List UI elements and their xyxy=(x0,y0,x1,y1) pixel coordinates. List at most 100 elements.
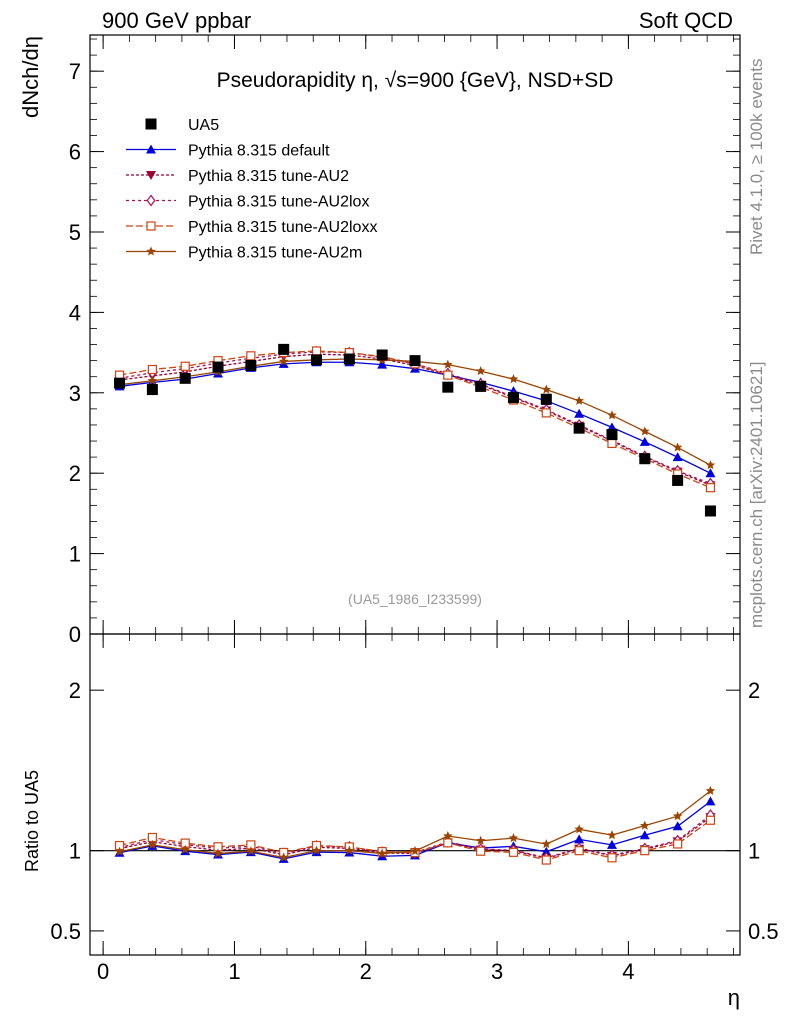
ratio-series-3-point-16 xyxy=(640,846,650,856)
main-series-3-point-6 xyxy=(311,346,322,356)
plot-title-sqrt: √s xyxy=(385,69,407,92)
plot-title-eta: η xyxy=(361,69,373,92)
ratio-ytick-label-0: 0.5 xyxy=(50,919,81,944)
main-ytick-label-7: 7 xyxy=(69,59,81,84)
ratio-panel: 0.5 0.5 1 1 2 2 0 1 2 3 4 xyxy=(50,633,779,984)
ratio-ytick-label-right-2: 2 xyxy=(748,678,760,703)
ratio-series-3-point-12 xyxy=(508,847,519,857)
ua5-data-point-0 xyxy=(114,377,126,389)
ratio-series-4-point-17 xyxy=(672,811,683,821)
main-series-0-point-14 xyxy=(574,408,585,418)
main-series-3-point-2 xyxy=(180,361,190,371)
legend-label-3: Pythia 8.315 tune-AU2loxx xyxy=(188,219,377,236)
mcplots-label: mcplots.cern.ch [arXiv:2401.10621] xyxy=(747,362,766,628)
legend-ua5-marker xyxy=(145,118,157,130)
main-series-0-point-18 xyxy=(705,468,716,478)
main-series-4-point-1 xyxy=(147,375,158,385)
legend-marker-0 xyxy=(146,144,156,154)
ratio-series-0-point-15 xyxy=(606,839,617,849)
legend: UA5 Pythia 8.315 default Pythia 8.315 tune… xyxy=(126,117,377,262)
ratio-series-4-point-12 xyxy=(508,833,519,843)
xtick-label-4: 4 xyxy=(622,959,634,984)
ratio-series-0-point-13 xyxy=(541,846,552,856)
main-series-4-point-12 xyxy=(508,374,519,384)
ratio-series-4-point-14 xyxy=(574,824,584,834)
ratio-series-0-point-18 xyxy=(705,796,716,806)
ua5-data-point-15 xyxy=(606,429,618,441)
ratio-series-3-point-15 xyxy=(607,853,617,863)
header-right-text: Soft QCD xyxy=(639,8,733,33)
legend-marker-2 xyxy=(146,194,156,207)
reference-label: (UA5_1986_I233599) xyxy=(348,591,482,607)
ua5-data-point-13 xyxy=(540,393,552,405)
main-panel: 0 1 2 3 4 5 6 7 xyxy=(69,34,741,647)
ratio-series-3-point-13 xyxy=(541,855,551,865)
main-series-4-point-15 xyxy=(607,410,617,420)
main-series-3-point-13 xyxy=(541,408,551,418)
ratio-series-4-point-3 xyxy=(213,848,223,858)
main-series-4-point-5 xyxy=(278,356,289,366)
ua5-data-point-1 xyxy=(146,384,158,396)
ratio-series-4-point-1 xyxy=(147,839,158,849)
ua5-data-point-17 xyxy=(672,474,684,486)
ua5-data-point-2 xyxy=(179,372,191,384)
ratio-series-4-point-6 xyxy=(311,845,322,855)
xtick-label-0: 0 xyxy=(97,959,109,984)
ratio-series-4-point-5 xyxy=(278,852,289,862)
ratio-series-0-point-16 xyxy=(639,830,650,840)
ua5-data-point-9 xyxy=(409,355,421,367)
ratio-series-3-point-18 xyxy=(705,815,716,825)
legend-label-4: Pythia 8.315 tune-AU2m xyxy=(188,245,362,262)
x-axis-label: η xyxy=(728,985,740,1010)
plot-title-suffix: =900 {GeV}, NSD+SD xyxy=(407,69,614,92)
main-ytick-label-2: 2 xyxy=(69,461,81,486)
main-ytick-label-0: 0 xyxy=(69,622,81,647)
legend-ua5-label: UA5 xyxy=(188,117,219,134)
xtick-label-3: 3 xyxy=(491,959,503,984)
ratio-series-0-point-17 xyxy=(672,821,683,831)
legend-label-2: Pythia 8.315 tune-AU2lox xyxy=(188,194,369,211)
main-ytick-label-1: 1 xyxy=(69,542,81,567)
ua5-data-point-4 xyxy=(245,359,257,371)
ratio-series-4-point-7 xyxy=(344,845,355,855)
ua5-data-point-18 xyxy=(704,505,716,517)
ratio-ytick-label-2: 2 xyxy=(69,678,81,703)
ratio-series-3-point-17 xyxy=(673,839,683,849)
ratio-frame xyxy=(89,633,741,956)
main-ytick-label-5: 5 xyxy=(69,220,81,245)
svg-text:dNch/dη: dNch/dη xyxy=(18,36,43,118)
ua5-data-point-8 xyxy=(376,349,388,361)
main-series-3-point-15 xyxy=(607,438,617,449)
ratio-series-0-point-14 xyxy=(574,834,585,844)
ratio-series-4-point-0 xyxy=(114,846,125,856)
xtick-label-2: 2 xyxy=(360,959,372,984)
ua5-data-point-5 xyxy=(278,343,290,355)
ratio-ytick-label-right-0: 0.5 xyxy=(748,919,779,944)
ratio-series-3-point-11 xyxy=(476,846,486,856)
main-series-4-point-18 xyxy=(705,460,716,470)
main-ylabel: dNch/dη xyxy=(18,36,43,118)
ratio-series-4-point-15 xyxy=(607,830,617,840)
header-left-text: 900 GeV ppbar xyxy=(102,8,251,33)
ratio-ytick-label-1: 1 xyxy=(69,839,81,864)
ratio-series-4-point-16 xyxy=(640,820,650,830)
ratio-series-4-point-18 xyxy=(705,785,716,795)
ua5-data-point-6 xyxy=(311,354,323,366)
ua5-data-point-11 xyxy=(475,380,487,392)
main-ytick-label-6: 6 xyxy=(69,140,81,165)
ratio-series-4-point-10 xyxy=(443,831,453,841)
ratio-series-3-point-10 xyxy=(443,838,453,848)
legend-marker-3 xyxy=(146,221,156,231)
plot-title-comma: , xyxy=(373,69,385,92)
ua5-data-point-16 xyxy=(639,453,651,465)
ratio-series-4-point-8 xyxy=(377,848,387,858)
ratio-ytick-label-right-1: 1 xyxy=(748,839,760,864)
rivet-version-label: Rivet 4.1.0, ≥ 100k events xyxy=(747,59,766,255)
ratio-series-4-point-2 xyxy=(180,844,190,854)
legend-label-0: Pythia 8.315 default xyxy=(188,143,330,160)
ratio-series-4-point-4 xyxy=(246,846,256,856)
main-series-4-point-17 xyxy=(672,442,683,452)
legend-label-1: Pythia 8.315 tune-AU2 xyxy=(188,168,349,185)
